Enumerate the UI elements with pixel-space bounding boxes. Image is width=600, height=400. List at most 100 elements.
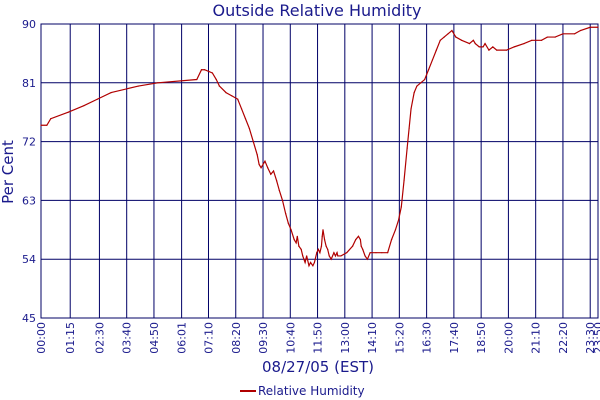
data-point <box>295 242 297 244</box>
data-point <box>196 78 198 81</box>
data-point <box>482 46 484 48</box>
series-line <box>41 26 598 268</box>
data-point <box>390 239 393 241</box>
data-point <box>252 141 254 143</box>
x-tick-label: 03:40 <box>121 322 134 354</box>
data-point <box>290 229 292 231</box>
data-point <box>96 98 99 100</box>
data-point <box>346 252 348 254</box>
x-tick-label: 17:40 <box>448 322 461 354</box>
data-point <box>579 29 582 32</box>
data-point <box>439 39 441 41</box>
x-tick-label: 07:10 <box>202 322 215 354</box>
data-point <box>323 239 326 241</box>
data-point <box>447 33 449 35</box>
data-point <box>211 72 213 74</box>
data-point <box>443 36 445 38</box>
data-point <box>237 98 239 100</box>
data-point <box>46 124 48 126</box>
data-point <box>394 229 397 231</box>
data-point <box>328 255 330 257</box>
data-point <box>225 92 227 94</box>
x-tick-label: 15:20 <box>393 322 406 354</box>
data-point <box>369 252 371 254</box>
data-point <box>408 127 410 130</box>
data-point <box>258 163 260 166</box>
legend: Relative Humidity <box>240 384 365 398</box>
data-point <box>362 248 364 250</box>
data-point <box>67 111 69 113</box>
x-tick-label: 13:00 <box>339 322 352 354</box>
data-point <box>488 49 490 51</box>
data-point <box>496 49 498 51</box>
x-tick-label: 01:15 <box>64 322 77 354</box>
x-tick-label: 04:50 <box>148 322 161 354</box>
y-tick-label: 63 <box>22 194 36 207</box>
x-tick-label: 09:30 <box>257 322 270 354</box>
x-tick-labels: 00:00 01:15 02:30 03:40 04:50 06:01 07:10 08:20… <box>35 322 600 354</box>
data-point <box>40 124 42 126</box>
x-tick-label: 08:20 <box>230 322 243 354</box>
data-point <box>302 255 304 257</box>
data-point <box>562 33 564 35</box>
data-point <box>285 212 287 215</box>
data-point <box>248 127 250 130</box>
x-tick-label: 14:10 <box>366 322 379 354</box>
data-point <box>546 36 548 38</box>
x-tick-label: 22:20 <box>557 322 570 354</box>
data-point <box>264 160 266 162</box>
data-point <box>321 235 323 237</box>
data-point <box>309 261 312 264</box>
data-point <box>435 49 437 51</box>
data-point <box>50 118 52 120</box>
y-tick-label: 54 <box>22 253 36 266</box>
y-tick-labels: 45 54 63 72 81 90 <box>22 18 36 325</box>
data-point <box>364 255 366 257</box>
data-point <box>455 36 457 38</box>
x-tick-label: 21:10 <box>530 322 543 354</box>
data-point <box>312 265 314 267</box>
data-point <box>492 46 494 48</box>
data-point <box>484 43 486 45</box>
x-tick-label: 23:50 <box>592 322 600 354</box>
data-point <box>267 167 269 169</box>
data-point <box>427 69 430 71</box>
x-tick-label: 18:50 <box>475 322 488 354</box>
data-point <box>461 39 463 41</box>
data-point <box>400 206 402 208</box>
data-point <box>296 235 298 237</box>
y-axis-label: Per Cent <box>0 140 17 204</box>
data-point <box>110 92 112 94</box>
data-point <box>554 36 556 38</box>
data-point <box>359 239 361 241</box>
data-point <box>278 190 280 192</box>
data-point <box>270 173 272 175</box>
x-tick-label: 10:40 <box>284 322 297 354</box>
data-point <box>325 245 327 247</box>
x-tick-label: 20:00 <box>502 322 515 354</box>
x-tick-label: 00:00 <box>35 322 48 354</box>
y-tick-label: 90 <box>22 18 36 31</box>
x-tick-label: 02:30 <box>93 322 106 354</box>
data-point <box>306 255 308 257</box>
data-point <box>333 252 335 254</box>
x-tick-label: 11:50 <box>312 322 325 354</box>
data-point <box>319 252 321 254</box>
data-point <box>336 252 338 254</box>
data-point <box>540 39 543 41</box>
plot-area <box>40 23 599 319</box>
data-point <box>293 239 295 241</box>
data-point <box>218 85 220 87</box>
data-point <box>322 229 324 231</box>
data-point <box>308 265 310 267</box>
y-tick-label: 81 <box>22 77 36 90</box>
plot-background <box>40 23 599 319</box>
data-point <box>597 26 599 28</box>
data-point <box>505 49 508 51</box>
data-point <box>313 261 316 264</box>
data-point <box>240 108 243 110</box>
data-point <box>478 46 480 48</box>
data-point <box>468 43 471 45</box>
data-point <box>203 69 206 71</box>
data-point <box>157 82 159 84</box>
